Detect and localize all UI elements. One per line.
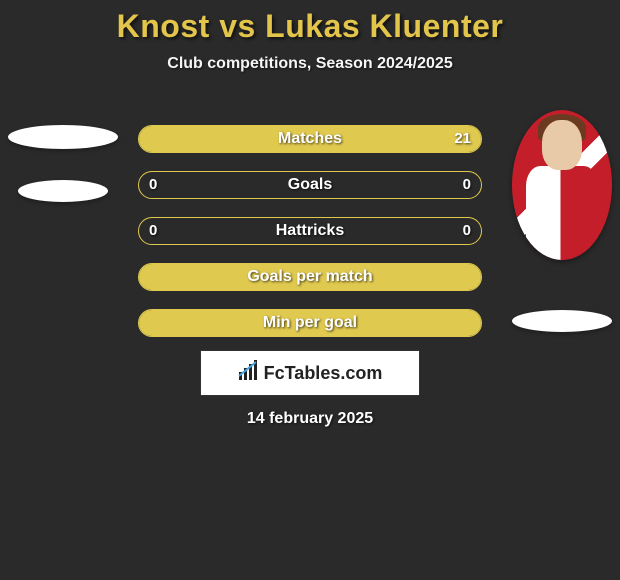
avatar-placeholder-icon: [18, 180, 108, 202]
stat-row: Goals0 0: [138, 171, 482, 199]
stat-label: Min per goal: [139, 310, 481, 336]
stat-label: Hattricks: [139, 218, 481, 244]
stat-row: Goals per match: [138, 263, 482, 291]
stat-value-right: 0: [463, 172, 471, 198]
stat-row: Matches21: [138, 125, 482, 153]
page-title: Knost vs Lukas Kluenter: [0, 0, 620, 45]
player-right-avatar-secondary: [512, 310, 612, 332]
barchart-icon: [238, 360, 260, 387]
player-left-avatar: [8, 125, 118, 149]
player-photo: [512, 110, 612, 260]
stat-label: Goals: [139, 172, 481, 198]
comparison-infographic: Knost vs Lukas Kluenter Club competition…: [0, 0, 620, 580]
stat-value-left: 0: [149, 172, 157, 198]
player-left-avatar-secondary: [18, 180, 108, 202]
stat-label: Matches: [139, 126, 481, 152]
player-right-avatar: [512, 110, 612, 260]
generation-date: 14 february 2025: [0, 410, 620, 428]
stat-value-right: 0: [463, 218, 471, 244]
stat-label: Goals per match: [139, 264, 481, 290]
stat-value-left: 0: [149, 218, 157, 244]
stat-rows: Matches21Goals00Hattricks00Goals per mat…: [138, 125, 482, 355]
stat-value-right: 21: [454, 126, 471, 152]
subtitle: Club competitions, Season 2024/2025: [0, 55, 620, 73]
avatar-placeholder-icon: [512, 310, 612, 332]
source-logo-label: FcTables.com: [264, 363, 383, 384]
stat-row: Hattricks0 0: [138, 217, 482, 245]
source-logo: FcTables.com: [200, 350, 420, 396]
avatar-placeholder-icon: [8, 125, 118, 149]
stat-row: Min per goal: [138, 309, 482, 337]
